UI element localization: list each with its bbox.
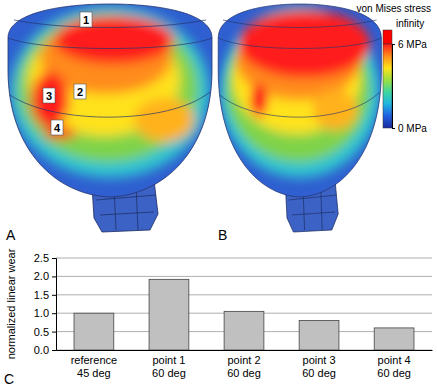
point-label-box: [80, 12, 92, 27]
x-axis-line: [57, 350, 433, 351]
point-label-text: 3: [46, 90, 52, 102]
bar: [74, 313, 114, 350]
stress-blob: [31, 72, 69, 128]
stress-blob: [313, 90, 358, 130]
x-tick: point 360 deg: [302, 350, 336, 379]
panel-label: B: [218, 227, 227, 243]
stress-blob: [54, 16, 174, 64]
bar: [299, 321, 339, 350]
point-label-text: 4: [54, 122, 61, 134]
colorbar-over: [383, 30, 392, 44]
stress-field: [10, 6, 210, 178]
cup-body: [218, 4, 381, 197]
panel-label: C: [4, 371, 14, 387]
point-label-text: 2: [77, 86, 83, 98]
bar: [374, 328, 414, 350]
y-axis-line: [52, 259, 57, 351]
stress-blob: [220, 6, 380, 178]
grid: [56, 258, 432, 350]
x-tick-label-line: point 1: [152, 354, 185, 366]
y-tick-label: 0.5: [34, 326, 49, 338]
x-tick-label: point 460 deg: [377, 354, 411, 379]
y-axis: 0.0 0.5 1.0 1.5 2.0 2.5: [34, 252, 57, 356]
grid-line: [56, 258, 432, 259]
colorbar-tick-label: 0 MPa: [398, 123, 427, 134]
stress-blob: [239, 10, 370, 78]
point-label: 4: [51, 120, 63, 135]
cup-body: [8, 4, 212, 197]
colorbar: [383, 44, 392, 128]
colorbar-tick-mark: [392, 128, 395, 129]
y-tick-mark: [52, 332, 56, 333]
y-tick-label: 1.5: [34, 289, 49, 301]
grid-line: [56, 276, 432, 277]
x-tick: reference45 deg: [71, 350, 117, 379]
cup-outline: [218, 4, 381, 197]
y-tick-label: 2.0: [34, 270, 49, 282]
point-label: 3: [43, 88, 55, 103]
x-tick-label-line: point 2: [227, 354, 260, 366]
cup-rim-lines: [8, 20, 212, 117]
cup-rim-lines: [218, 20, 381, 117]
x-tick-label: reference45 deg: [71, 354, 117, 379]
y-tick: 0.0: [34, 344, 56, 356]
bar: [224, 311, 264, 350]
y-tick: 2.0: [34, 270, 56, 282]
x-tick: point 160 deg: [152, 350, 186, 379]
y-tick-mark: [52, 295, 56, 296]
y-tick-mark: [52, 313, 56, 314]
colorbar-tick-mark: [392, 44, 395, 45]
colorbar-title: von Mises stress: [357, 3, 431, 14]
colorbar-tick: 6 MPa: [392, 39, 427, 50]
x-tick-label: point 360 deg: [302, 354, 336, 379]
x-tick-label-line: 45 deg: [77, 367, 111, 379]
bars: [74, 279, 414, 350]
point-label-box: [43, 88, 55, 103]
bar: [149, 279, 189, 350]
stress-blob: [134, 98, 194, 142]
stress-blob: [10, 6, 210, 178]
y-tick-mark: [52, 350, 56, 351]
x-axis: reference45 degpoint 160 degpoint 260 de…: [57, 350, 433, 379]
x-tick-label-line: 60 deg: [227, 367, 261, 379]
x-tick: point 260 deg: [227, 350, 261, 379]
panel-label: A: [6, 227, 16, 243]
x-tick-label-line: 60 deg: [152, 367, 186, 379]
y-tick-label: 1.0: [34, 307, 49, 319]
colorbar-tick-label: 6 MPa: [398, 39, 427, 50]
x-tick-label: point 160 deg: [152, 354, 186, 379]
y-tick-mark: [52, 276, 56, 277]
grid-line: [56, 294, 432, 295]
panel-a-image: [8, 4, 212, 232]
x-tick: point 460 deg: [377, 350, 411, 379]
colorbar-tick: 0 MPa: [392, 123, 427, 134]
stress-field: [220, 6, 380, 178]
colorbar-axis: 0 MPa 6 MPa: [392, 39, 427, 134]
point-label-text: 1: [83, 14, 89, 26]
x-tick-label-line: point 4: [378, 354, 411, 366]
point-label: 1: [80, 12, 92, 27]
x-tick-label: point 260 deg: [227, 354, 261, 379]
y-axis-title: normalized linear wear: [5, 248, 17, 359]
y-tick-mark: [52, 258, 56, 259]
colorbar-axis-line: [393, 45, 396, 129]
x-tick-label-line: reference: [71, 354, 117, 366]
stress-blob: [18, 14, 198, 162]
point-label-box: [74, 84, 86, 99]
x-tick-label-line: point 3: [303, 354, 336, 366]
x-tick-label-line: 60 deg: [377, 367, 411, 379]
x-tick-label-line: 60 deg: [302, 367, 336, 379]
panel-b-image: [218, 4, 381, 232]
cup-outline: [8, 4, 212, 197]
y-tick: 2.5: [34, 252, 56, 264]
point-label-box: [51, 120, 63, 135]
y-tick: 1.5: [34, 289, 56, 301]
y-tick-label: 2.5: [34, 252, 49, 264]
y-tick: 0.5: [34, 326, 56, 338]
colorbar-over-label: infinity: [396, 18, 424, 29]
y-tick-label: 0.0: [34, 344, 49, 356]
y-tick: 1.0: [34, 307, 56, 319]
point-label: 2: [74, 84, 86, 99]
